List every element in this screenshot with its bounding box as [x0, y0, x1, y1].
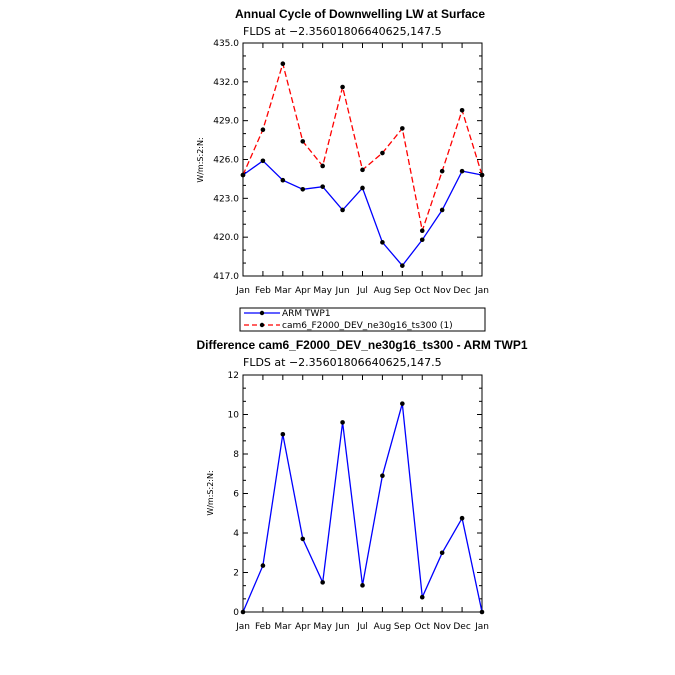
- chart1-point-1: [240, 172, 246, 178]
- chart1-point-1: [380, 150, 385, 156]
- chart1-point-0: [260, 158, 266, 164]
- chart1-ticks: 417.0 420.0 423.0 426.0 429.0 432.0 435.0 Jan Fe…: [213, 39, 489, 296]
- chart2-title: Difference cam6_F2000_DEV_ne30g16_ts300 …: [196, 338, 527, 352]
- chart2-xtick-label: Jan: [474, 622, 489, 632]
- chart2-ytick-label: 12: [228, 371, 239, 381]
- chart1-point-1: [260, 127, 266, 133]
- chart2-ytick-label: 0: [233, 608, 239, 618]
- chart2-xtick-label: Jan: [235, 622, 250, 632]
- chart1-title: Annual Cycle of Downwelling LW at Surfac…: [235, 7, 485, 21]
- chart1-point-1: [479, 172, 485, 178]
- chart1-point-1: [459, 108, 465, 113]
- chart1-ytick-label: 423.0: [213, 194, 239, 204]
- chart1-point-0: [340, 207, 345, 213]
- chart1-point-1: [360, 167, 365, 173]
- chart1-point-0: [280, 177, 286, 183]
- chart1-xtick-label: Mar: [274, 286, 291, 296]
- chart1-xtick-label: Jan: [474, 286, 489, 296]
- chart2-point-0: [300, 536, 306, 542]
- legend-label-cam6: cam6_F2000_DEV_ne30g16_ts300 (1): [282, 321, 453, 331]
- chart1-point-0: [400, 263, 405, 268]
- chart1-ylabel: W/m:S:2:N:: [196, 137, 205, 182]
- chart2-point-0: [439, 550, 445, 556]
- chart1-point-0: [459, 168, 465, 174]
- chart2-xtick-label: Nov: [433, 622, 451, 632]
- chart1-point-0: [320, 184, 325, 189]
- legend-box: [239, 307, 486, 332]
- legend-label-arm: ARM TWP1: [282, 309, 331, 319]
- chart2-point-0: [419, 594, 425, 600]
- chart2-xtick-label: Sep: [394, 622, 411, 632]
- chart1-ytick-label: 429.0: [213, 117, 239, 127]
- chart2-series-line-0: [242, 403, 483, 613]
- chart1-xtick-label: Apr: [295, 286, 311, 296]
- legend-marker-cam6: [259, 322, 265, 328]
- chart2-point-0: [400, 401, 405, 406]
- chart1-series-line-1: [242, 61, 483, 234]
- chart2-xtick-label: Mar: [274, 622, 291, 632]
- chart2-point-0: [280, 431, 286, 437]
- chart1-ytick-label: 420.0: [213, 233, 239, 243]
- chart1-series-line-0: [242, 159, 483, 267]
- legend-marker-arm: [259, 310, 265, 316]
- chart1-point-1: [300, 139, 306, 144]
- chart1-xtick-label: Jun: [335, 286, 350, 296]
- chart1-point-1: [340, 84, 345, 90]
- chart2-ytick-label: 6: [233, 490, 239, 500]
- chart1-point-0: [439, 207, 445, 213]
- chart2-ytick-label: 4: [233, 529, 239, 539]
- chart2-ytick-label: 8: [233, 450, 239, 460]
- chart1-ytick-label: 417.0: [213, 272, 239, 282]
- chart1-point-1: [400, 126, 405, 131]
- chart1-point-1: [280, 61, 286, 67]
- chart1-xtick-label: Feb: [255, 286, 271, 296]
- chart2-xtick-label: Jul: [356, 622, 368, 632]
- chart2-point-0: [459, 515, 465, 521]
- chart2-ylabel: W/m:S:2:N:: [206, 470, 215, 515]
- chart2-xtick-label: Apr: [295, 622, 311, 632]
- chart2-point-0: [479, 609, 485, 615]
- chart1-xtick-label: Nov: [433, 286, 451, 296]
- chart2-xtick-label: Aug: [374, 622, 392, 632]
- chart2-point-0: [240, 609, 246, 615]
- chart1-point-0: [300, 186, 306, 192]
- chart1-point-1: [419, 228, 425, 233]
- chart2-xtick-label: Dec: [453, 622, 470, 632]
- chart1-xtick-label: Oct: [414, 286, 430, 296]
- chart1-series: [240, 61, 485, 268]
- chart2-point-0: [320, 580, 325, 585]
- chart1-xtick-label: Sep: [394, 286, 411, 296]
- chart1-subtitle: FLDS at −2.35601806640625,147.5: [243, 25, 442, 38]
- chart1-ytick-label: 426.0: [213, 156, 239, 166]
- chart2-point-0: [260, 563, 266, 568]
- chart1-ytick-label: 432.0: [213, 78, 239, 88]
- chart2-plot-frame: [242, 374, 483, 613]
- chart1-point-1: [439, 168, 445, 174]
- chart1-point-0: [419, 237, 425, 243]
- chart2-point-0: [380, 473, 385, 479]
- chart1-point-1: [320, 163, 325, 169]
- chart2-xtick-label: May: [313, 622, 332, 632]
- chart2-point-0: [340, 420, 345, 425]
- chart1-xtick-label: May: [313, 286, 332, 296]
- chart1-xtick-label: Dec: [453, 286, 470, 296]
- chart2-xtick-label: Oct: [414, 622, 430, 632]
- chart2-series: [240, 401, 485, 615]
- chart1-xtick-label: Jul: [356, 286, 368, 296]
- chart2-ytick-label: 10: [228, 411, 240, 421]
- chart2-xtick-label: Jun: [335, 622, 350, 632]
- chart1-ytick-label: 435.0: [213, 39, 239, 49]
- chart1-xtick-label: Aug: [374, 286, 392, 296]
- chart1-legend: ARM TWP1 cam6_F2000_DEV_ne30g16_ts300 (1…: [239, 307, 486, 332]
- chart2-ticks: 0 2 4 6 8 10 12 Jan Feb Mar Apr May Jun Jul Aug Sep Oct N…: [228, 371, 489, 632]
- chart2-xtick-label: Feb: [255, 622, 271, 632]
- chart2-subtitle: FLDS at −2.35601806640625,147.5: [243, 356, 442, 369]
- chart1-point-0: [360, 185, 365, 191]
- chart2-point-0: [360, 583, 365, 588]
- chart1-xtick-label: Jan: [235, 286, 250, 296]
- chart1-point-0: [380, 240, 385, 245]
- chart2-ytick-label: 2: [233, 569, 239, 579]
